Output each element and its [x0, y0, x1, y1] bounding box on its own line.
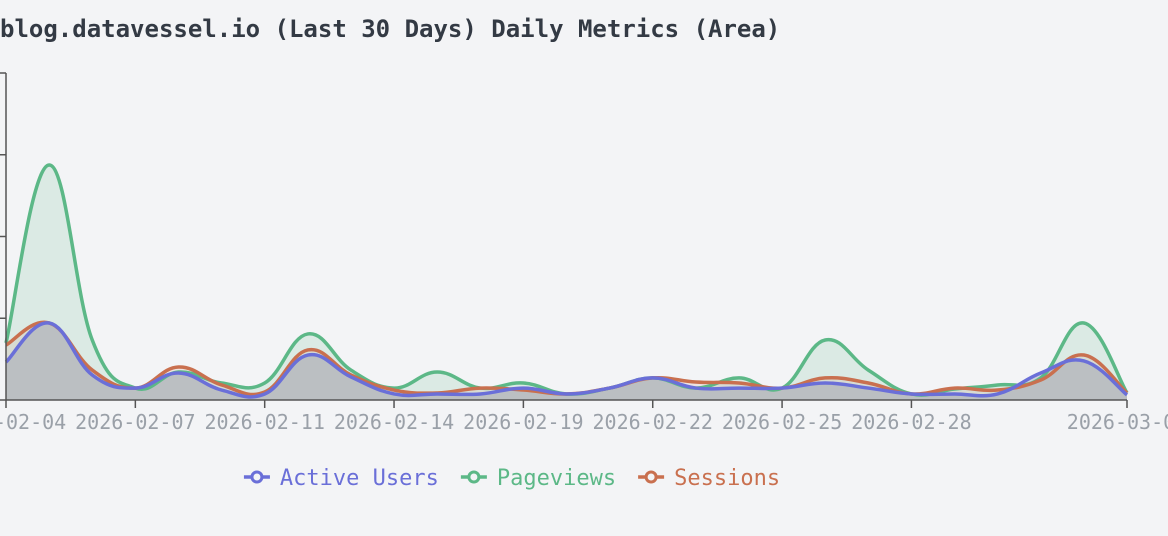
series-line: [4, 321, 1129, 399]
legend-label: Pageviews: [497, 466, 616, 491]
x-tick-label: 2026-02-28: [851, 410, 971, 434]
x-tick-label: 2026-02-25: [722, 410, 842, 434]
x-tick-label: 2026-02-07: [75, 410, 195, 434]
series-line: [4, 163, 1129, 397]
legend-label: Sessions: [674, 466, 780, 491]
legend-item[interactable]: Sessions: [638, 466, 780, 491]
legend-label: Active Users: [280, 466, 439, 491]
x-tick-label: 2026-02-22: [593, 410, 713, 434]
x-tick-label: 2026-02-04: [0, 410, 66, 434]
x-tick-label: 2026-02-11: [204, 410, 324, 434]
legend-marker: [250, 470, 264, 484]
legend-item[interactable]: Active Users: [243, 466, 439, 491]
area-fill: [6, 322, 1127, 400]
legend-marker: [467, 470, 481, 484]
x-tick-label: 2026-03-05: [1067, 410, 1168, 434]
legend-item[interactable]: Pageviews: [460, 466, 616, 491]
x-tick-label: 2026-02-19: [463, 410, 583, 434]
area-fill: [6, 165, 1127, 400]
chart-title: blog.datavessel.io (Last 30 Days) Daily …: [0, 15, 780, 43]
x-tick-label: 2026-02-14: [334, 410, 454, 434]
legend-marker: [644, 470, 658, 484]
